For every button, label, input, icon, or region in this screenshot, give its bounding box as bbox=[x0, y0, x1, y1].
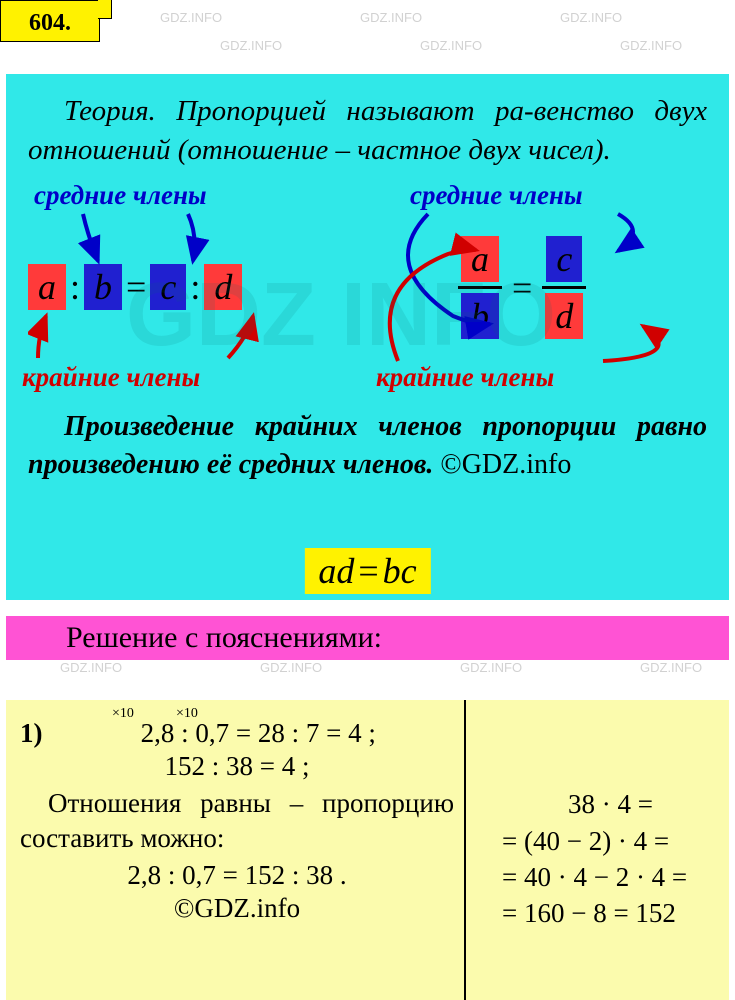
fraction-bar bbox=[542, 286, 586, 289]
wm: GDZ.INFO bbox=[360, 10, 422, 25]
calc-l1: 38 · 4 = bbox=[502, 786, 719, 822]
frac-a: a bbox=[461, 236, 499, 282]
theory-heading: Теория. bbox=[64, 95, 156, 127]
wm: GDZ.INFO bbox=[220, 38, 282, 53]
fraction-left: a b bbox=[458, 236, 502, 339]
label-middle-right: средние члены bbox=[410, 180, 583, 211]
solution-line1: 2,8 : 0,7 = 28 : 7 = 4 ; bbox=[43, 718, 455, 749]
rule-body: Произведение крайних членов пропорции ра… bbox=[28, 411, 707, 480]
wm: GDZ.INFO bbox=[60, 660, 122, 675]
fraction-bar bbox=[458, 286, 502, 289]
solution-para-text: Отношения равны – пропорцию составить мо… bbox=[20, 788, 454, 853]
wm: GDZ.INFO bbox=[420, 38, 482, 53]
fraction-equation: a b = c d bbox=[458, 236, 586, 339]
solution-paragraph: Отношения равны – пропорцию составить мо… bbox=[20, 786, 454, 856]
rule-text: Произведение крайних членов пропорции ра… bbox=[28, 408, 707, 484]
solution-right: 38 · 4 = = (40 − 2) · 4 = = 40 · 4 − 2 ·… bbox=[464, 700, 729, 1000]
wm: GDZ.INFO bbox=[560, 10, 622, 25]
ratio-equation: a : b = c : d bbox=[28, 264, 242, 310]
frac-c: c bbox=[546, 236, 582, 282]
theory-copyright: ©GDZ.info bbox=[440, 449, 571, 480]
label-outer-right: крайние члены bbox=[376, 362, 554, 393]
solution-panel: ×10 ×10 1) 2,8 : 0,7 = 28 : 7 = 4 ; 152 … bbox=[6, 700, 729, 1000]
var-a-box: a bbox=[28, 264, 66, 310]
solution-number: 1) bbox=[20, 718, 43, 749]
solution-copyright: ©GDZ.info bbox=[20, 893, 454, 924]
solution-header: Решение с пояснениями: bbox=[6, 616, 729, 660]
calc-l2: = (40 − 2) · 4 = bbox=[502, 823, 719, 859]
calc-l3: = 40 · 4 − 2 · 4 = bbox=[502, 859, 719, 895]
wm: GDZ.INFO bbox=[160, 10, 222, 25]
solution-line3: 2,8 : 0,7 = 152 : 38 . bbox=[20, 860, 454, 891]
wm: GDZ.INFO bbox=[620, 38, 682, 53]
task-number-text: 604. bbox=[29, 10, 71, 37]
theory-panel: GDZ INFO Теория. Пропорцией называют ра-… bbox=[6, 74, 729, 600]
formula-box: ad=bc bbox=[304, 548, 430, 594]
solution-line2: 152 : 38 = 4 ; bbox=[20, 751, 454, 782]
theory-paragraph: Теория. Пропорцией называют ра-венство д… bbox=[28, 92, 707, 170]
solution-header-text: Решение с пояснениями: bbox=[66, 621, 382, 655]
formula-lhs: ad bbox=[318, 551, 354, 591]
sup-10-a: ×10 bbox=[112, 706, 134, 722]
frac-d: d bbox=[545, 293, 583, 339]
wm: GDZ.INFO bbox=[640, 660, 702, 675]
sup-10-b: ×10 bbox=[176, 706, 198, 722]
formula-rhs: bc bbox=[383, 551, 417, 591]
solution-left: ×10 ×10 1) 2,8 : 0,7 = 28 : 7 = 4 ; 152 … bbox=[6, 700, 464, 1000]
task-badge-tab bbox=[98, 0, 112, 19]
task-number-badge: 604. bbox=[0, 0, 100, 42]
var-b-box: b bbox=[84, 264, 122, 310]
frac-b: b bbox=[461, 293, 499, 339]
wm: GDZ.INFO bbox=[460, 660, 522, 675]
wm: GDZ.INFO bbox=[260, 660, 322, 675]
diagram-row: средние члены средние члены крайние член… bbox=[28, 176, 707, 406]
var-d-box: d bbox=[204, 264, 242, 310]
calculation: 38 · 4 = = (40 − 2) · 4 = = 40 · 4 − 2 ·… bbox=[480, 786, 719, 932]
label-middle-left: средние члены bbox=[34, 180, 207, 211]
var-c-box: c bbox=[150, 264, 186, 310]
fraction-right: c d bbox=[542, 236, 586, 339]
label-outer-left: крайние члены bbox=[22, 362, 200, 393]
calc-l4: = 160 − 8 = 152 bbox=[502, 895, 719, 931]
